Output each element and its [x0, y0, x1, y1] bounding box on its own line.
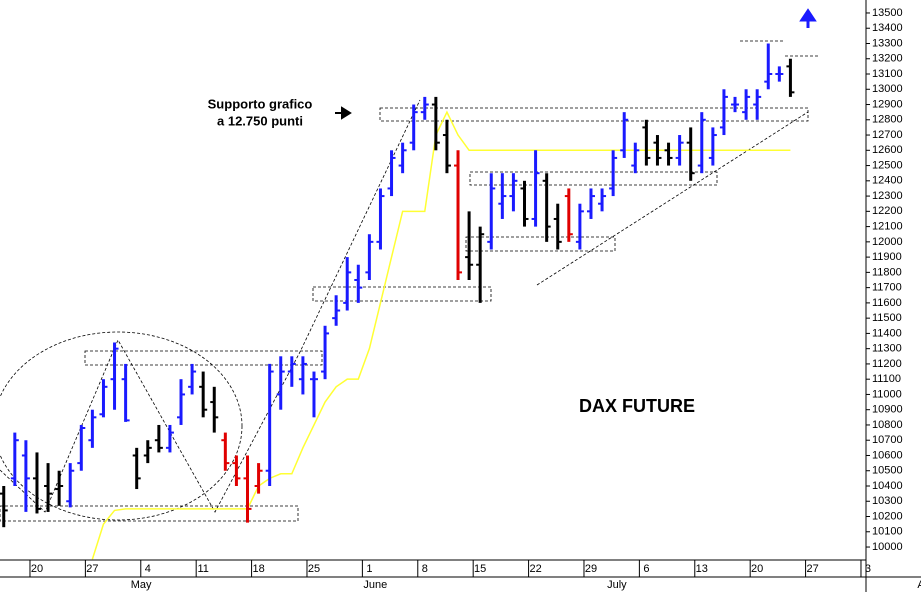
- y-tick-label: 12300: [872, 190, 903, 202]
- chart-title: DAX FUTURE: [579, 396, 695, 416]
- x-tick-label: 8: [422, 563, 428, 575]
- x-tick-label: 3: [865, 563, 871, 575]
- y-tick-label: 10100: [872, 526, 903, 538]
- x-tick-label: 13: [696, 563, 708, 575]
- support-box: [469, 171, 718, 186]
- up-arrow: [799, 8, 817, 28]
- y-tick-label: 12700: [872, 129, 903, 141]
- x-tick-label: 11: [197, 563, 208, 575]
- y-tick-label: 10500: [872, 465, 903, 477]
- month-label: July: [607, 579, 627, 591]
- y-tick-label: 12000: [872, 236, 903, 248]
- y-tick-label: 11700: [872, 282, 902, 294]
- support-box: [465, 236, 616, 252]
- y-tick-label: 11600: [872, 297, 902, 309]
- y-tick-label: 11000: [872, 388, 902, 400]
- y-tick-label: 10800: [872, 419, 903, 431]
- y-tick-label: 11100: [872, 373, 901, 385]
- x-tick-label: 27: [806, 563, 818, 575]
- y-tick-label: 11800: [872, 266, 902, 278]
- y-tick-label: 12800: [872, 114, 903, 126]
- y-tick-label: 12600: [872, 144, 903, 156]
- x-tick-label: 25: [308, 563, 320, 575]
- y-tick-label: 13000: [872, 83, 903, 95]
- month-label: June: [363, 579, 387, 591]
- ellipse: [0, 331, 243, 521]
- y-tick-label: 12500: [872, 159, 903, 171]
- x-tick-label: 6: [643, 563, 649, 575]
- y-tick-label: 10900: [872, 404, 903, 416]
- x-tick-label: 4: [145, 563, 151, 575]
- support-box: [312, 286, 492, 302]
- y-tick-label: 10200: [872, 510, 903, 522]
- y-tick-label: 11400: [872, 327, 902, 339]
- arrow: [335, 106, 352, 120]
- y-tick-label: 11200: [872, 358, 902, 370]
- x-tick-label: 27: [86, 563, 98, 575]
- y-tick-label: 13100: [872, 68, 903, 80]
- y-tick-label: 13300: [872, 37, 903, 49]
- month-label: A: [917, 579, 921, 591]
- y-tick-label: 10400: [872, 480, 903, 492]
- support-box: [379, 107, 809, 122]
- y-tick-label: 12100: [872, 221, 903, 233]
- x-tick-label: 18: [252, 563, 264, 575]
- y-tick-label: 12400: [872, 175, 903, 187]
- x-tick-label: 15: [474, 563, 486, 575]
- trend-line: [536, 111, 809, 286]
- y-tick-label: 13500: [872, 7, 903, 19]
- y-tick-label: 10700: [872, 434, 903, 446]
- support-box: [84, 350, 323, 366]
- y-tick-label: 12900: [872, 98, 903, 110]
- x-tick-label: 1: [366, 563, 372, 575]
- y-tick-label: 10000: [872, 541, 903, 553]
- support-box: [0, 505, 299, 522]
- month-label: May: [131, 579, 152, 591]
- x-tick-label: 20: [31, 563, 43, 575]
- annotation: a 12.750 punti: [217, 113, 303, 128]
- y-tick-label: 10600: [872, 449, 903, 461]
- x-tick-label: 20: [751, 563, 763, 575]
- y-tick-label: 13400: [872, 22, 903, 34]
- x-tick-label: 22: [529, 563, 541, 575]
- y-tick-label: 11900: [872, 251, 902, 263]
- y-tick-label: 13200: [872, 53, 903, 65]
- overlay-line: [91, 110, 791, 560]
- trend-line: [0, 99, 421, 513]
- y-tick-label: 11500: [872, 312, 902, 324]
- drawn-annotations: [0, 8, 820, 522]
- y-tick-label: 12200: [872, 205, 903, 217]
- annotation: Supporto grafico: [208, 96, 313, 111]
- y-tick-label: 10300: [872, 495, 903, 507]
- y-tick-label: 11300: [872, 343, 902, 355]
- x-tick-label: 29: [585, 563, 597, 575]
